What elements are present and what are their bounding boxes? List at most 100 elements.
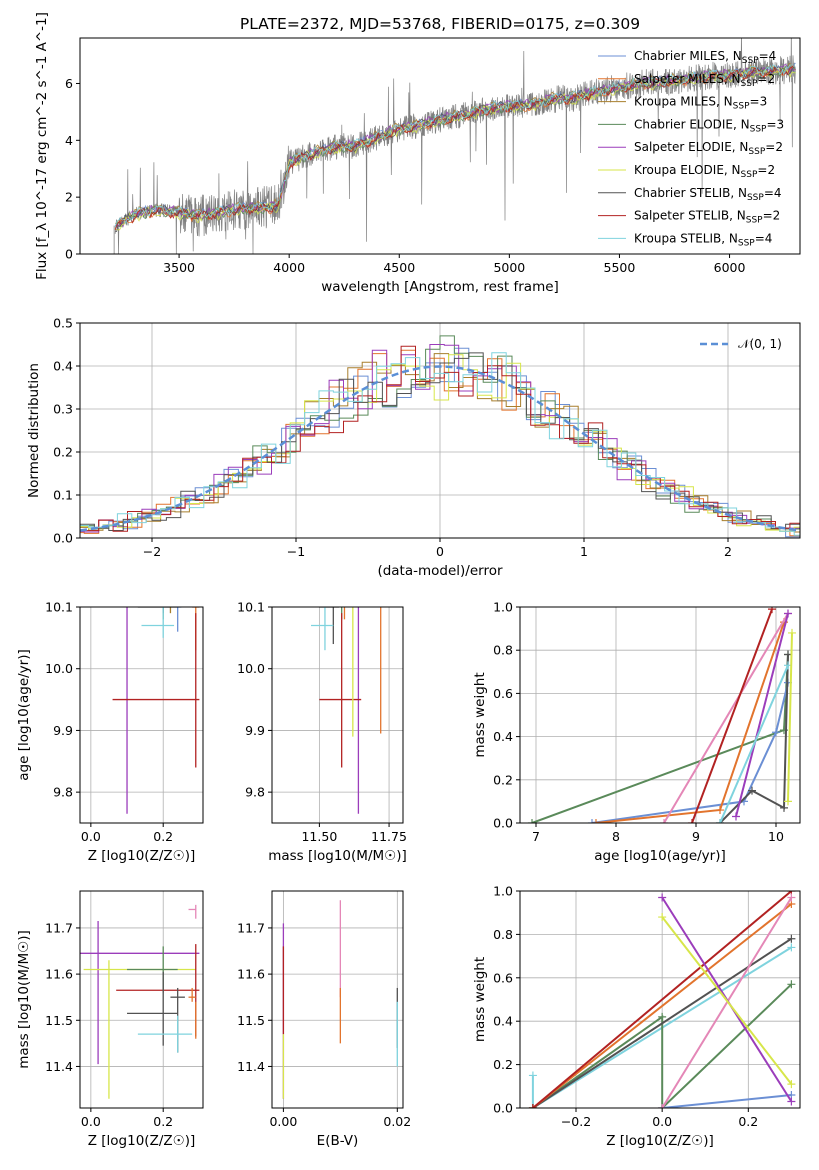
y-tick-label: 9.9 <box>245 723 265 738</box>
axes-frame <box>271 606 404 824</box>
x-tick-label: 0.2 <box>153 829 173 844</box>
age-vs-mass-panel: 11.50 11.75 9.8 9.9 10.0 10.1 mass [log10(M/M☉… <box>237 600 407 865</box>
axes-frame <box>271 890 404 1109</box>
weight-marker <box>784 797 792 806</box>
y-axis-label: Normed distribution <box>26 363 42 498</box>
y-tick-label: 11.4 <box>45 1059 73 1074</box>
x-tick-label: 0.00 <box>269 1114 297 1129</box>
x-tick-label: 8 <box>612 829 620 844</box>
y-tick-label: 0.4 <box>53 359 73 374</box>
axes-frame <box>519 606 801 824</box>
x-axis-label: E(B-V) <box>317 1133 359 1149</box>
mass-vs-ebv-panel: 0.00 0.02 11.4 11.5 11.6 11.7 E(B-V) <box>237 890 411 1149</box>
y-tick-label: 11.6 <box>45 967 73 982</box>
axes-frame <box>519 890 801 1109</box>
y-tick-label: 11.7 <box>45 920 73 935</box>
x-axis-label: mass [log10(M/M☉)] <box>268 848 407 864</box>
weight-marker <box>658 913 667 922</box>
weight-marker <box>787 980 796 989</box>
x-tick-label: 7 <box>532 829 540 844</box>
x-tick-label: 6000 <box>714 260 746 275</box>
legend-label: Salpeter STELIB, NSSP=2 <box>634 209 780 226</box>
mass-vs-metallicity-panel: 0.0 0.2 11.4 11.5 11.6 11.7 Z [log10(Z/Z☉)] mas… <box>16 890 204 1149</box>
x-tick-label: 0.2 <box>153 1114 173 1129</box>
x-tick-label: −2 <box>143 544 161 559</box>
histogram-steps <box>80 352 800 536</box>
y-tick-label: 0.4 <box>493 1014 513 1029</box>
x-tick-label: 9 <box>692 829 700 844</box>
weight-marker <box>787 1097 796 1106</box>
weight-marker <box>528 1104 537 1108</box>
weight-marker <box>768 607 776 614</box>
x-tick-label: 1 <box>580 544 588 559</box>
weight-marker <box>658 893 667 902</box>
plot-area <box>528 607 796 823</box>
y-tick-label: 11.6 <box>237 967 265 982</box>
y-tick-label: 11.4 <box>237 1059 265 1074</box>
legend-label: Kroupa MILES, NSSP=3 <box>634 95 767 112</box>
normal-curve <box>80 365 800 532</box>
weight-line <box>719 664 789 823</box>
weight-marker <box>732 812 740 821</box>
weight-vs-metallicity-panel: −0.2 0.0 0.2 0.0 0.2 0.4 0.6 0.8 1.0 Z [log10(Z/Z… <box>472 884 801 1149</box>
x-tick-label: −1 <box>287 544 305 559</box>
x-tick-label: 0.0 <box>81 1114 101 1129</box>
legend-label: Salpeter ELODIE, NSSP=2 <box>634 140 783 157</box>
histogram-steps <box>80 354 800 532</box>
spectrum-legend: Chabrier MILES, NSSP=4 Salpeter MILES, NS… <box>598 49 784 248</box>
plot-area <box>282 900 398 1099</box>
x-tick-label: 5000 <box>493 260 525 275</box>
legend-label: Salpeter MILES, NSSP=2 <box>634 72 775 89</box>
x-tick-label: 5500 <box>604 260 636 275</box>
axes-frame <box>79 606 204 824</box>
plot-area <box>80 904 200 1099</box>
x-tick-label: 0.02 <box>383 1114 411 1129</box>
histogram-legend: 𝒩(0, 1) <box>700 337 782 351</box>
plot-area <box>112 607 200 814</box>
weight-marker <box>772 728 780 737</box>
x-tick-label: 4000 <box>273 260 305 275</box>
x-axis-label: Z [log10(Z/Z☉)] <box>606 1133 714 1149</box>
x-tick-label: 3500 <box>163 260 195 275</box>
plot-area <box>113 38 796 254</box>
x-tick-label: 4500 <box>383 260 415 275</box>
y-axis-label: mass weight <box>472 672 488 757</box>
residual-histogram-panel: −2 −1 0 1 2 0.0 0.1 0.2 0.3 0.4 0.5 (data-model)/er… <box>26 316 801 579</box>
weight-marker <box>748 786 756 795</box>
y-tick-label: 0.6 <box>493 970 513 985</box>
x-tick-label: 11.50 <box>301 829 337 844</box>
y-tick-label: 0.0 <box>493 1101 513 1116</box>
legend-label: Chabrier MILES, NSSP=4 <box>634 49 776 66</box>
y-tick-label: 1.0 <box>493 884 513 899</box>
y-tick-label: 9.8 <box>53 785 73 800</box>
plot-area <box>80 335 800 538</box>
y-tick-label: 11.7 <box>237 920 265 935</box>
legend-label: 𝒩(0, 1) <box>738 337 782 351</box>
y-axis-label: Flux [f_λ 10^-17 erg cm^-2 s^-1 A^-1] <box>34 12 50 280</box>
weight-marker <box>588 819 596 823</box>
weight-marker <box>787 943 796 952</box>
y-tick-label: 0.2 <box>53 445 73 460</box>
weight-line <box>662 1094 792 1108</box>
y-tick-label: 4 <box>65 133 73 148</box>
weight-line <box>661 916 793 1085</box>
x-tick-label: 0.0 <box>652 1114 672 1129</box>
weight-marker <box>716 806 724 815</box>
x-tick-label: 10 <box>768 829 784 844</box>
weight-line <box>735 613 789 817</box>
y-axis-label: mass weight <box>472 957 488 1042</box>
y-tick-label: 0.8 <box>493 927 513 942</box>
x-tick-label: −0.2 <box>561 1114 591 1129</box>
model-spectrum-line <box>115 65 796 232</box>
y-tick-label: 6 <box>65 76 73 91</box>
y-axis-label: age [log10(age/yr)] <box>16 649 32 781</box>
weight-marker <box>716 819 724 823</box>
axes-frame <box>79 37 801 255</box>
y-tick-label: 0.3 <box>53 402 73 417</box>
y-tick-label: 11.5 <box>237 1013 265 1028</box>
weight-marker <box>688 819 696 823</box>
y-tick-label: 10.0 <box>45 661 73 676</box>
weight-line <box>532 891 793 1108</box>
x-tick-label: 0.0 <box>81 829 101 844</box>
